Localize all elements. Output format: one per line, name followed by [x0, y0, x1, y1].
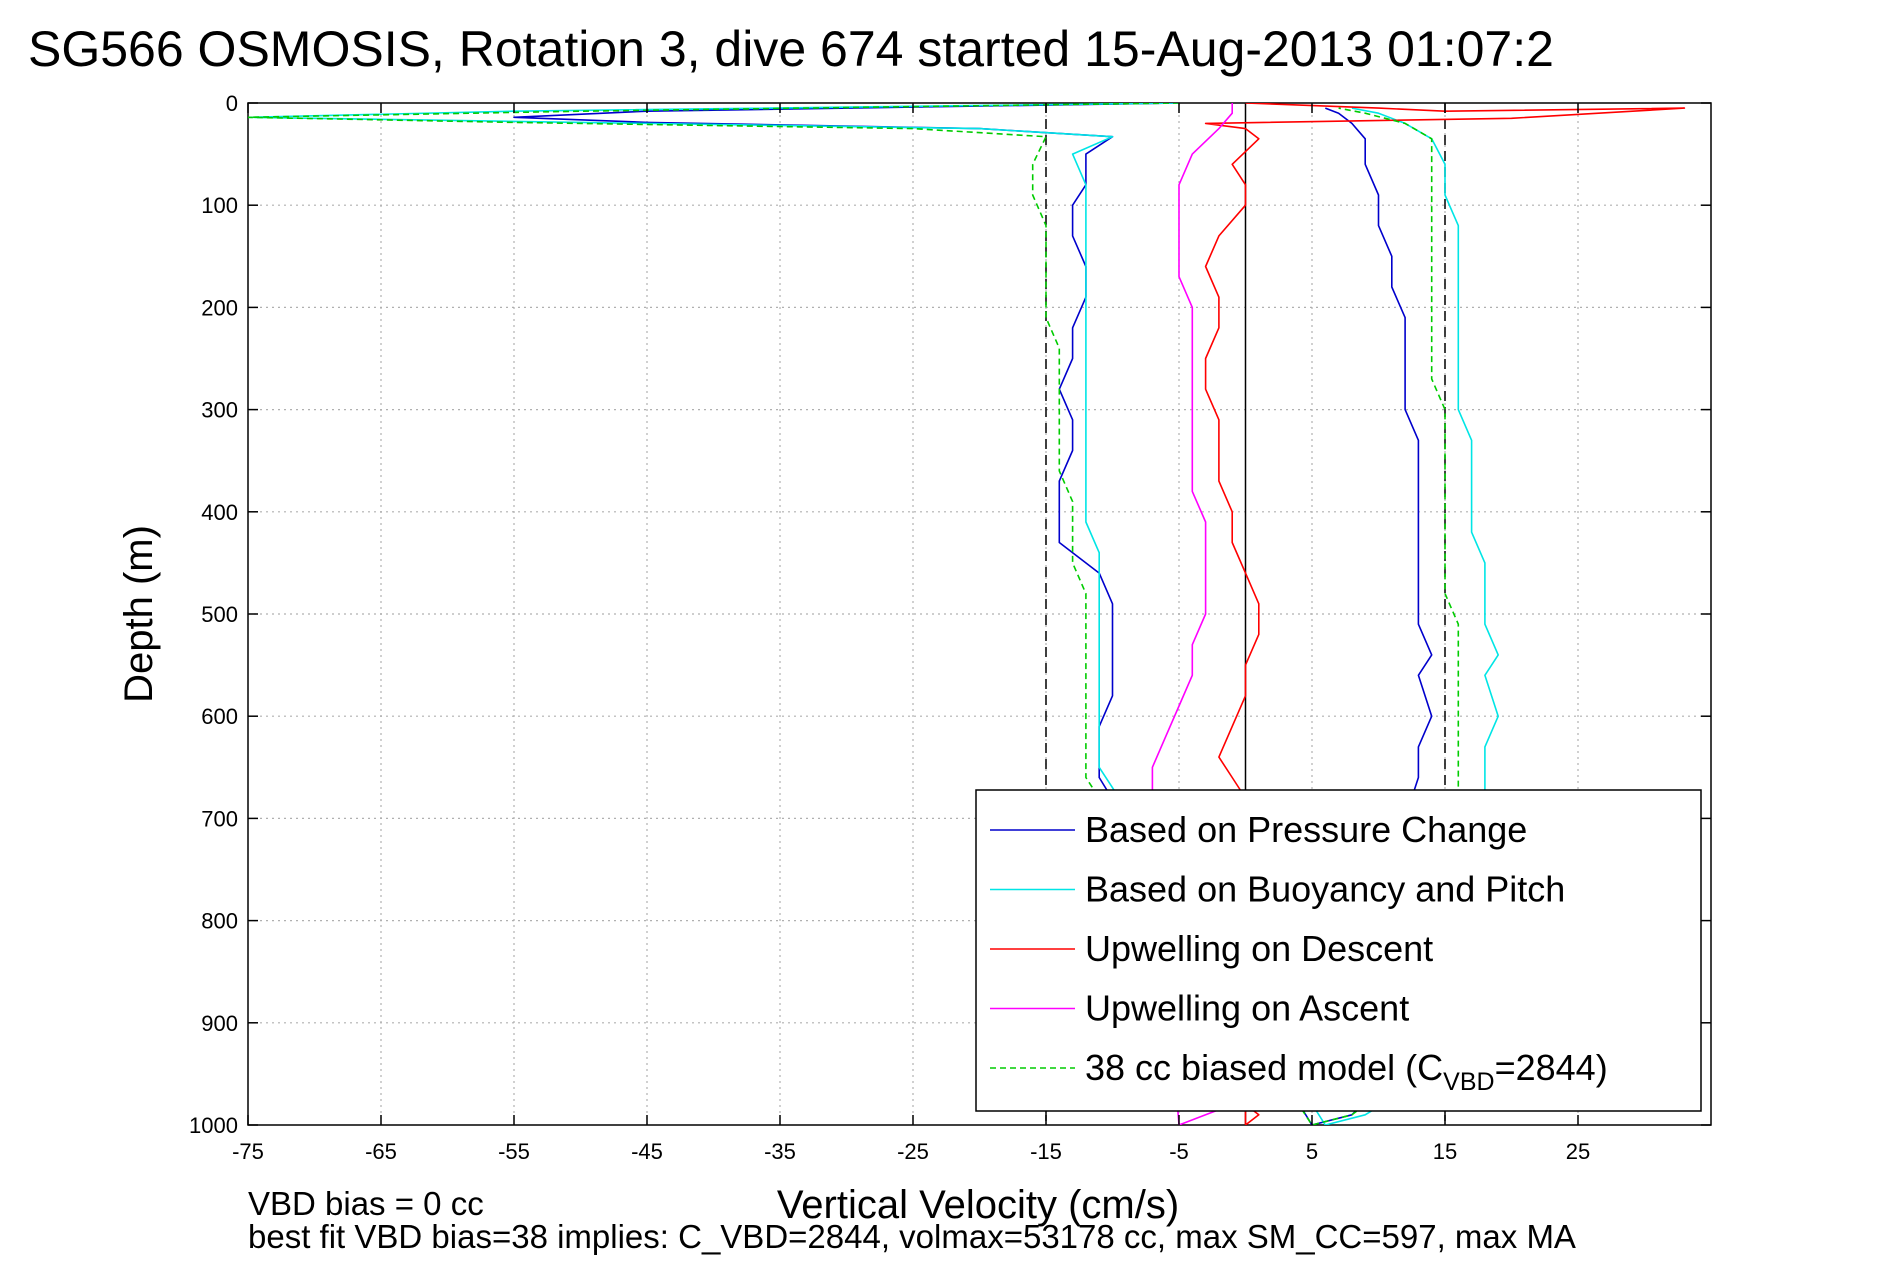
- y-tick-label: 300: [201, 398, 238, 423]
- footer-annotation-2: best fit VBD bias=38 implies: C_VBD=2844…: [248, 1218, 1576, 1255]
- x-tick-label: -55: [498, 1139, 530, 1164]
- y-tick-label: 400: [201, 500, 238, 525]
- series-line-3: [1204, 103, 1686, 1125]
- x-tick-label: -75: [232, 1139, 264, 1164]
- legend-label: Based on Buoyancy and Pitch: [1085, 869, 1565, 910]
- x-axis-ticks: -75 -65 -55 -45 -35 -25 -15 -5 5 15 25: [232, 103, 1590, 1164]
- y-tick-label: 600: [201, 704, 238, 729]
- y-tick-label: 700: [201, 806, 238, 831]
- x-tick-label: -45: [631, 1139, 663, 1164]
- y-tick-label: 0: [226, 91, 238, 116]
- x-tick-label: 5: [1306, 1139, 1318, 1164]
- legend-label: 38 cc biased model (CVBD=2844): [1085, 1047, 1608, 1096]
- series-line-5: [248, 103, 1460, 1125]
- y-tick-label: 200: [201, 295, 238, 320]
- series-line-4: [1151, 103, 1233, 1125]
- legend-label: Upwelling on Descent: [1085, 928, 1433, 969]
- y-tick-label: 500: [201, 602, 238, 627]
- series-line-1: [513, 103, 1433, 1125]
- series-line-2: [248, 103, 1499, 1125]
- x-axis-label: Vertical Velocity (cm/s): [777, 1183, 1179, 1227]
- y-tick-label: 100: [201, 193, 238, 218]
- footer-annotation-1: VBD bias = 0 cc: [248, 1185, 484, 1222]
- x-tick-label: -35: [764, 1139, 796, 1164]
- x-tick-label: -65: [365, 1139, 397, 1164]
- x-tick-label: 15: [1433, 1139, 1457, 1164]
- y-tick-label: 1000: [189, 1113, 238, 1138]
- x-tick-label: -5: [1169, 1139, 1189, 1164]
- y-tick-label: 900: [201, 1011, 238, 1036]
- x-tick-label: -15: [1030, 1139, 1062, 1164]
- series-lines: [248, 103, 1686, 1125]
- legend: Based on Pressure Change Based on Buoyanc…: [975, 789, 1702, 1112]
- y-tick-label: 800: [201, 909, 238, 934]
- y-axis-label: Depth (m): [117, 525, 161, 703]
- legend-box: [975, 789, 1702, 1112]
- y-axis-ticks: 0 100 200 300 400 500 600 700 800 900 1000: [189, 91, 1711, 1138]
- chart-title: SG566 OSMOSIS, Rotation 3, dive 674 star…: [28, 21, 1554, 77]
- legend-label: Upwelling on Ascent: [1085, 988, 1409, 1029]
- legend-label: Based on Pressure Change: [1085, 809, 1527, 850]
- x-tick-label: -25: [897, 1139, 929, 1164]
- x-tick-label: 25: [1566, 1139, 1590, 1164]
